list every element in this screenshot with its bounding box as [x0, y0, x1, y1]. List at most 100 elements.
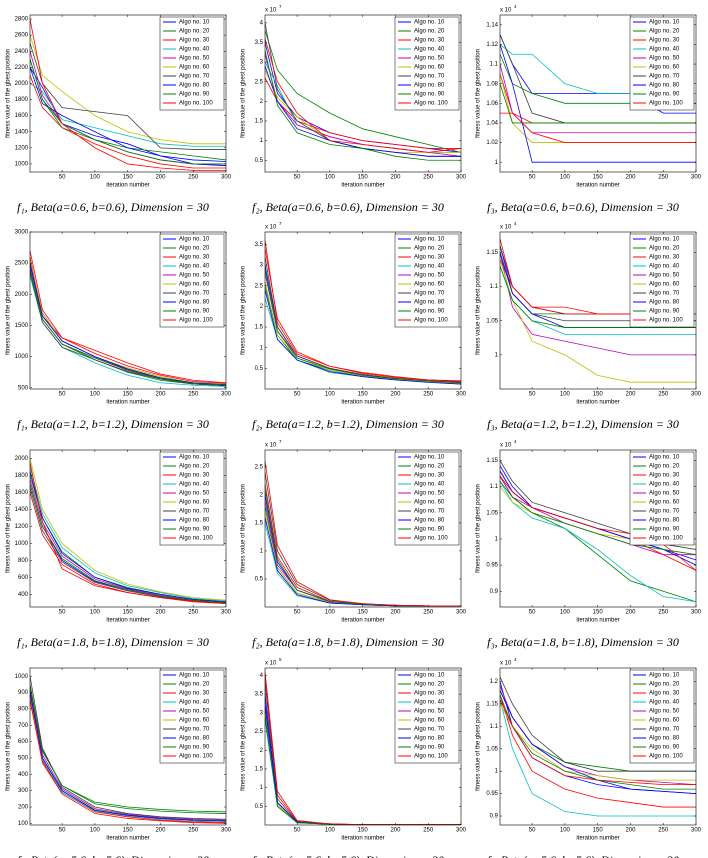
x-tick-label: 300 [456, 828, 467, 834]
legend-label: Algo no. 30 [179, 38, 210, 44]
x-tick-label: 300 [691, 610, 702, 616]
x-tick-label: 200 [155, 610, 166, 616]
legend-label: Algo no. 60 [414, 718, 445, 724]
legend-label: Algo no. 80 [179, 300, 210, 306]
y-tick-label: 1 [495, 537, 499, 543]
legend-label: Algo no. 20 [649, 464, 680, 470]
legend-label: Algo no. 70 [414, 509, 445, 515]
series-line [30, 59, 226, 161]
x-tick-label: 200 [625, 392, 636, 398]
series-line [30, 250, 226, 384]
y-tick-label: 1.5 [255, 520, 264, 526]
y-multiplier: x 10 [500, 661, 512, 667]
legend-label: Algo no. 90 [179, 527, 210, 533]
legend-label: Algo no. 70 [179, 74, 210, 80]
legend-label: Algo no. 10 [179, 455, 210, 461]
legend-label: Algo no. 40 [649, 700, 680, 706]
y-tick-label: 800 [18, 558, 29, 564]
x-tick-label: 250 [188, 828, 199, 834]
legend-label: Algo no. 100 [414, 536, 448, 542]
y-tick-label: 1 [260, 785, 264, 791]
y-tick-label: 1600 [15, 490, 29, 496]
series-line [30, 695, 226, 823]
y-tick-label: 600 [18, 739, 29, 745]
y-multiplier: x 10 [500, 443, 512, 449]
series-line [30, 263, 226, 386]
y-tick-label: 3.5 [255, 242, 264, 248]
y-tick-label: 1400 [15, 507, 29, 513]
x-tick-label: 300 [456, 175, 467, 181]
y-multiplier-exponent: 7 [279, 439, 282, 444]
legend-label: Algo no. 20 [179, 464, 210, 470]
x-tick-label: 50 [529, 392, 536, 398]
series-line [30, 272, 226, 386]
legend-label: Algo no. 100 [649, 318, 683, 324]
legend-label: Algo no. 70 [649, 727, 680, 733]
x-tick-label: 150 [358, 175, 369, 181]
y-tick-label: 1.5 [255, 119, 264, 125]
y-tick-label: 700 [18, 723, 29, 729]
legend-label: Algo no. 80 [414, 83, 445, 89]
legend-label: Algo no. 60 [649, 282, 680, 288]
y-tick-label: 3 [260, 263, 264, 269]
y-tick-label: 1.04 [486, 121, 498, 127]
series-line [265, 50, 461, 161]
series-line [500, 699, 696, 817]
x-tick-label: 100 [325, 175, 336, 181]
caption: f₂, Beta(a=5.6, b=5.6), Dimension = 30 [252, 853, 444, 858]
legend-label: Algo no. 10 [649, 455, 680, 461]
y-tick-label: 2 [260, 748, 264, 754]
x-tick-label: 300 [691, 175, 702, 181]
y-tick-label: 1200 [15, 145, 29, 151]
x-tick-label: 250 [423, 610, 434, 616]
y-multiplier: x 10 [265, 661, 277, 667]
y-tick-label: 1 [260, 345, 264, 351]
x-axis-label: iteration number [341, 183, 384, 189]
legend-label: Algo no. 90 [649, 92, 680, 98]
caption: f₂, Beta(a=1.8, b=1.8), Dimension = 30 [252, 635, 444, 649]
legend-label: Algo no. 60 [179, 282, 210, 288]
y-axis-label: fitness value of the gbest position [6, 702, 12, 791]
series-line [500, 694, 696, 808]
legend-label: Algo no. 60 [649, 718, 680, 724]
x-tick-label: 250 [658, 175, 669, 181]
y-axis-label: fitness value of the gbest position [476, 484, 482, 573]
y-tick-label: 0.9 [490, 814, 499, 820]
legend-label: Algo no. 50 [414, 56, 445, 62]
series-line [30, 83, 226, 147]
y-tick-label: 800 [18, 706, 29, 712]
axes-box [264, 231, 462, 390]
axes-box [264, 667, 462, 826]
y-tick-label: 1.08 [486, 81, 498, 87]
x-tick-label: 50 [529, 175, 536, 181]
legend-label: Algo no. 40 [649, 47, 680, 53]
legend-label: Algo no. 10 [649, 673, 680, 679]
legend-label: Algo no. 10 [179, 237, 210, 243]
legend-label: Algo no. 100 [649, 754, 683, 760]
series-line [30, 689, 226, 821]
legend-label: Algo no. 70 [179, 727, 210, 733]
legend-label: Algo no. 50 [414, 709, 445, 715]
y-tick-label: 1 [495, 769, 499, 775]
x-tick-label: 300 [456, 610, 467, 616]
x-axis-label: iteration number [576, 836, 619, 842]
y-tick-label: 3 [260, 60, 264, 66]
series-line [30, 684, 226, 814]
x-tick-label: 200 [390, 610, 401, 616]
y-tick-label: 600 [18, 575, 29, 581]
legend-label: Algo no. 50 [179, 273, 210, 279]
x-tick-label: 100 [325, 610, 336, 616]
y-multiplier-exponent: 4 [514, 221, 517, 226]
y-tick-label: 2.5 [255, 79, 264, 85]
x-axis-label: iteration number [341, 400, 384, 406]
x-tick-label: 300 [456, 392, 467, 398]
x-tick-label: 200 [155, 175, 166, 181]
series-line [265, 281, 461, 384]
y-tick-label: 2.5 [255, 729, 264, 735]
legend-label: Algo no. 30 [649, 38, 680, 44]
y-tick-label: 1.15 [486, 458, 498, 464]
x-tick-label: 100 [560, 828, 571, 834]
y-tick-label: 2800 [15, 17, 29, 23]
y-tick-label: 1 [495, 352, 499, 358]
legend-label: Algo no. 40 [414, 482, 445, 488]
